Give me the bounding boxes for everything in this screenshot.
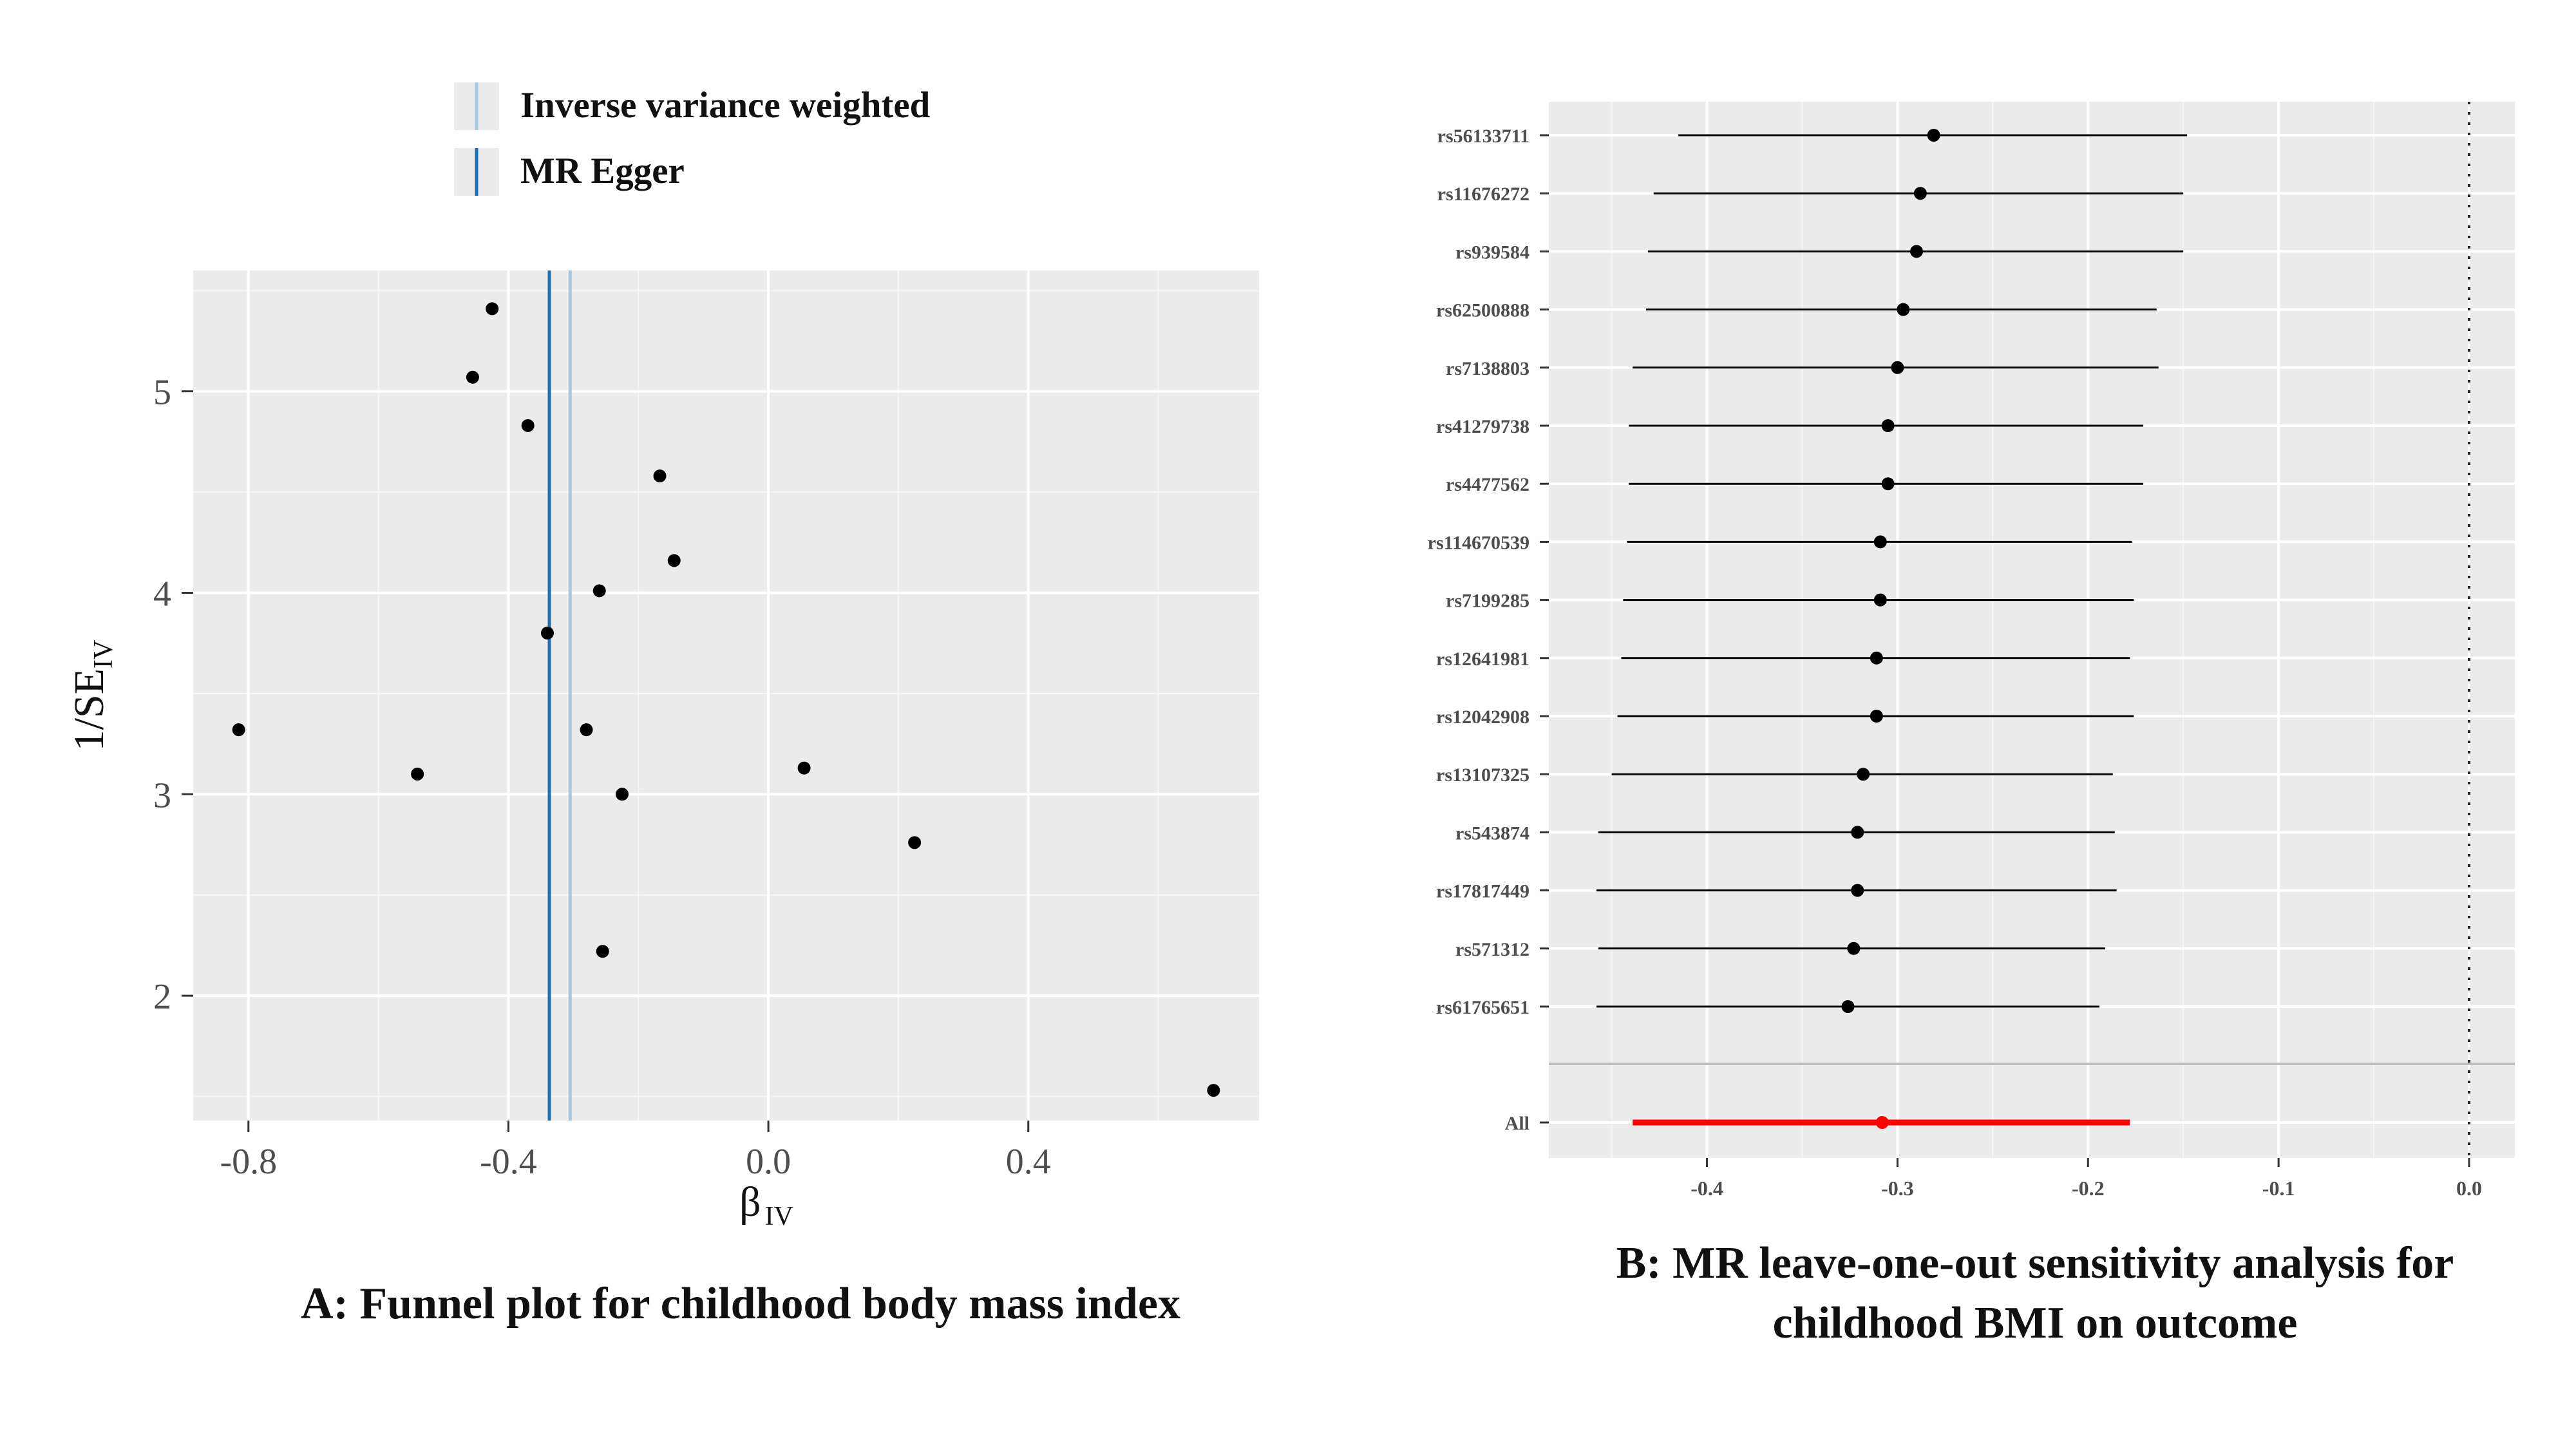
funnel-point	[521, 419, 535, 432]
funnel-point	[232, 723, 245, 737]
x-tick-label: -0.4	[1690, 1177, 1723, 1200]
estimate-point	[1870, 651, 1883, 665]
y-tick-label: 2	[153, 977, 171, 1017]
snp-label: rs13107325	[1436, 764, 1530, 786]
funnel-plot-area	[193, 270, 1259, 1121]
snp-label: rs543874	[1455, 822, 1530, 844]
x-axis-title-sub: IV	[765, 1202, 793, 1231]
snp-label: rs939584	[1455, 242, 1530, 263]
snp-label: rs12641981	[1436, 649, 1530, 670]
funnel-plot-caption: A: Funnel plot for childhood body mass i…	[301, 1279, 1180, 1329]
estimate-point	[1913, 187, 1927, 200]
y-axis-title: 1/SEIV	[66, 640, 118, 752]
forest-caption-line-1: B: MR leave-one-out sensitivity analysis…	[1616, 1238, 2454, 1288]
estimate-point	[1881, 477, 1895, 491]
funnel-point	[540, 627, 554, 640]
legend-label-mr-egger: MR Egger	[520, 151, 685, 191]
y-axis-title-main: 1/SE	[66, 668, 113, 751]
estimate-point	[1851, 826, 1864, 839]
x-tick-label: -0.1	[2262, 1177, 2295, 1200]
x-tick-label: 0.0	[2456, 1177, 2482, 1200]
snp-label: rs17817449	[1436, 881, 1530, 902]
x-tick-label: -0.4	[480, 1142, 537, 1182]
x-tick-label: -0.3	[1881, 1177, 1914, 1200]
snp-label: rs56133711	[1437, 126, 1530, 147]
snp-label: rs62500888	[1436, 300, 1530, 321]
forest-plot-area	[1549, 102, 2515, 1158]
funnel-point	[411, 767, 424, 781]
leave-one-out-panel: rs56133711 rs11676272 rs939584 rs62500888 rs…	[1428, 102, 2515, 1200]
overall-label: All	[1505, 1113, 1530, 1134]
funnel-point	[580, 723, 593, 737]
funnel-points	[232, 302, 1220, 1097]
funnel-point	[908, 836, 922, 849]
estimate-point	[1891, 361, 1904, 374]
funnel-point	[667, 554, 681, 567]
estimate-point	[1847, 942, 1861, 955]
overall-estimate-point	[1875, 1116, 1889, 1129]
funnel-point	[797, 761, 811, 775]
forest-plot-caption: B: MR leave-one-out sensitivity analysis…	[1507, 1233, 2563, 1353]
estimate-point	[1851, 884, 1864, 897]
estimate-point	[1897, 303, 1910, 316]
y-tick-label: 4	[153, 574, 171, 614]
snp-label: rs61765651	[1436, 997, 1530, 1018]
y-axis-title-sub: IV	[89, 640, 118, 668]
estimate-point	[1927, 129, 1940, 142]
x-axis-title-main: β	[739, 1179, 761, 1226]
estimate-point	[1873, 593, 1887, 607]
snp-label: rs571312	[1455, 939, 1530, 960]
funnel-point	[653, 469, 667, 483]
estimate-point	[1841, 1000, 1855, 1013]
forest-axes: rs56133711 rs11676272 rs939584 rs62500888 rs…	[1428, 126, 2482, 1200]
snp-label: rs114670539	[1428, 532, 1530, 553]
funnel-point	[486, 302, 499, 316]
estimate-point	[1910, 245, 1924, 258]
funnel-point	[616, 788, 629, 801]
x-tick-label: -0.8	[220, 1142, 277, 1182]
estimate-point	[1870, 710, 1883, 723]
funnel-point	[466, 370, 479, 384]
y-tick-label: 5	[153, 373, 171, 413]
snp-label: rs7199285	[1446, 591, 1530, 612]
funnel-point	[592, 584, 606, 598]
funnel-point	[1207, 1084, 1220, 1097]
legend-label-ivw: Inverse variance weighted	[520, 85, 931, 126]
x-tick-label: 0.4	[1006, 1142, 1051, 1182]
snp-label: rs41279738	[1436, 416, 1530, 437]
snp-label: rs7138803	[1446, 358, 1530, 379]
funnel-plot-panel: Inverse variance weighted MR Egger -0.8 -0…	[66, 82, 1259, 1231]
funnel-estimate-lines	[547, 270, 572, 1121]
snp-label: rs12042908	[1436, 706, 1530, 728]
estimate-point	[1881, 419, 1895, 432]
funnel-gridlines	[193, 270, 1259, 1121]
snp-label: rs11676272	[1437, 184, 1530, 205]
x-tick-label: 0.0	[746, 1142, 791, 1182]
x-tick-label: -0.2	[2072, 1177, 2105, 1200]
funnel-legend: Inverse variance weighted MR Egger	[454, 82, 931, 196]
forest-rows	[1596, 129, 2188, 1129]
y-tick-label: 3	[153, 775, 171, 815]
forest-caption-line-2: childhood BMI on outcome	[1772, 1298, 2298, 1348]
x-axis-title: β IV	[739, 1179, 793, 1231]
snp-label: rs4477562	[1446, 474, 1530, 495]
estimate-point	[1857, 768, 1870, 781]
funnel-point	[596, 945, 609, 958]
estimate-point	[1873, 535, 1887, 549]
